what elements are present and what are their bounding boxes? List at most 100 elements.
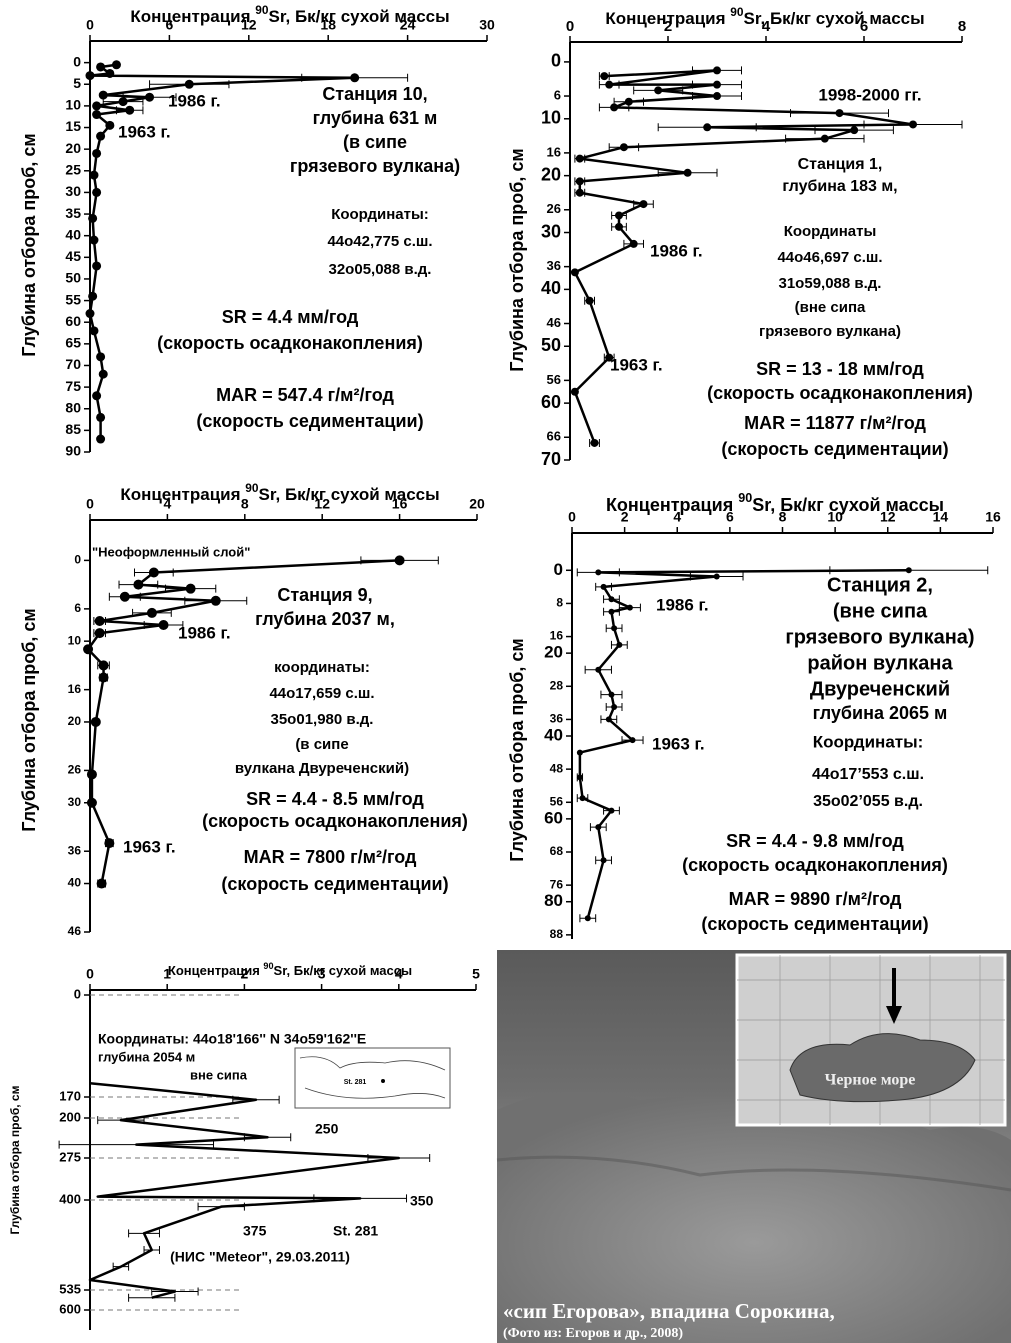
annotation: 1963 г. (610, 355, 663, 374)
annotation: глубина 2054 м (98, 1049, 195, 1064)
x-axis-title-part: Sr, Бк/кг сухой массы (268, 7, 449, 26)
annotation: 1998-2000 гг. (818, 85, 921, 104)
y-tick-label: 10 (68, 633, 82, 647)
error-bar (112, 1262, 130, 1271)
y-tick-label: 535 (59, 1281, 81, 1296)
data-point (89, 170, 99, 180)
data-point (145, 92, 155, 102)
data-point (88, 213, 98, 223)
annotation: вне сипа (190, 1067, 248, 1082)
data-point (98, 672, 109, 683)
y-tick-label: 26 (68, 763, 82, 777)
data-point (210, 595, 221, 606)
data-point (605, 716, 612, 723)
x-tick-label: 8 (958, 18, 966, 35)
data-point (820, 134, 829, 143)
data-point (92, 101, 102, 111)
y-axis-title: Глубина отбора проб, см (507, 638, 527, 861)
y-tick-label: 6 (74, 601, 81, 615)
annotation: глубина 183 м, (782, 178, 897, 195)
x-axis-title-part: 90 (245, 481, 259, 495)
data-point (576, 749, 583, 756)
y-tick-label: 56 (550, 794, 564, 808)
x-tick-label: 2 (241, 966, 249, 982)
seabed-edge (496, 1155, 1011, 1192)
y-tick-label: 85 (65, 421, 81, 437)
data-point (86, 797, 97, 808)
y-tick-label: 68 (550, 844, 564, 858)
data-point (595, 666, 602, 673)
data-point (184, 79, 194, 89)
x-axis-title-part: Концентрация (606, 495, 738, 515)
annotation: район вулкана (807, 652, 953, 674)
annotation: SR = 4.4 мм/год (222, 307, 359, 327)
data-point (85, 71, 95, 81)
data-point (86, 769, 97, 780)
annotation: 1963 г. (118, 122, 171, 141)
data-point (619, 143, 628, 152)
data-point (88, 291, 98, 301)
profile-line (88, 63, 356, 440)
data-point (96, 62, 106, 72)
annotation: Станция 9, (277, 585, 372, 605)
x-tick-label: 6 (166, 17, 174, 33)
y-tick-label: 26 (547, 201, 561, 216)
photo-credit: (Фото из: Егоров и др., 2008) (503, 1326, 683, 1341)
y-tick-label: 40 (541, 278, 561, 298)
y-axis-title: Глубина отбора проб, см (507, 148, 527, 371)
annotation: Станция 1, (798, 156, 883, 173)
data-point (639, 200, 648, 209)
data-point (713, 573, 720, 580)
chart-panel: 0 6 12 18 24 30 0 5 10 15 20 25 30 35 40 45 50 55 60 65 70 75… (19, 3, 495, 459)
data-point (92, 261, 102, 271)
data-point (616, 641, 623, 648)
data-point (158, 620, 169, 631)
data-point (96, 131, 106, 141)
y-tick-label: 275 (59, 1149, 81, 1164)
y-tick-label: 6 (554, 87, 561, 102)
y-axis-title: Глубина отбора проб, см (19, 133, 39, 356)
data-point (611, 704, 618, 710)
annotation: 1986 г. (656, 595, 709, 614)
data-point (615, 211, 623, 220)
data-point (584, 915, 591, 922)
annotation: 32о05,088 в.д. (329, 261, 432, 278)
x-tick-label: 0 (566, 18, 574, 35)
x-axis-title-part: 90 (255, 3, 269, 17)
x-tick-label: 30 (479, 17, 495, 33)
y-tick-label: 88 (550, 927, 564, 941)
x-axis-title: Концентрация 90Sr, Бк/кг сухой массы (605, 5, 924, 28)
y-tick-label: 76 (550, 877, 564, 891)
data-point (118, 97, 128, 107)
annotation: 35о01,980 в.д. (271, 711, 374, 728)
data-point (105, 120, 115, 130)
y-tick-label: 16 (550, 629, 564, 643)
y-axis-title: Глубина отбора проб, см (8, 1085, 22, 1234)
data-point (595, 824, 602, 831)
y-tick-label: 60 (65, 313, 81, 329)
x-tick-label: 18 (320, 17, 336, 33)
y-tick-label: 36 (68, 843, 82, 857)
x-tick-label: 20 (469, 496, 485, 512)
y-tick-label: 10 (541, 108, 561, 128)
data-point (600, 857, 607, 864)
data-point (92, 391, 102, 401)
annotation: 375 (243, 1223, 267, 1239)
x-tick-label: 4 (164, 496, 172, 512)
annotation: 1963 г. (123, 837, 176, 856)
y-tick-label: 8 (556, 596, 563, 610)
x-tick-label: 2 (664, 18, 672, 35)
annotation: 44о46,697 с.ш. (777, 249, 882, 266)
data-point (703, 123, 712, 132)
data-point (570, 268, 579, 277)
chart-panel: 0 2 4 6 80610162026303640465056606670Концент… (507, 5, 973, 469)
annotation: (скорость седиментации) (701, 914, 928, 934)
data-point (350, 73, 360, 83)
annotation: координаты: (274, 659, 370, 676)
y-tick-label: 75 (65, 378, 81, 394)
data-point (605, 353, 614, 362)
data-point (595, 569, 602, 576)
inset-label: St. 281 (344, 1079, 367, 1086)
error-bar (97, 1116, 145, 1125)
x-tick-label: 14 (933, 509, 949, 525)
